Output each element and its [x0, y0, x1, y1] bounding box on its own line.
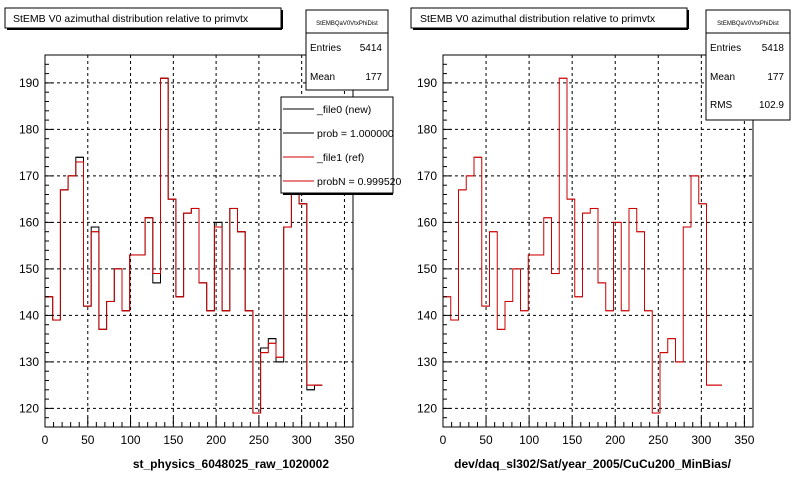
left-ytick-label-190: 190 [19, 76, 39, 90]
right-grid [442, 55, 753, 427]
left-stats-entries-label: Entries [310, 43, 341, 54]
left-xtick-label-100: 100 [121, 433, 141, 447]
right-ytick-label-180: 180 [417, 122, 437, 136]
left-ytick-label-160: 160 [19, 215, 39, 229]
left-stats-entries-value: 5414 [360, 43, 383, 54]
right-xtick-label-300: 300 [691, 433, 711, 447]
left-xtick-label-0: 0 [42, 433, 49, 447]
right-stats-mean-value: 177 [767, 72, 784, 83]
left-title: StEMB V0 azimuthal distribution relative… [13, 13, 249, 25]
right-xtick-label-100: 100 [519, 433, 539, 447]
left-xtick-label-200: 200 [206, 433, 226, 447]
right-xtick-label-200: 200 [605, 433, 625, 447]
left-stats-mean-label: Mean [310, 72, 335, 83]
right-ytick-label-130: 130 [417, 355, 437, 369]
right-stats-rms-label: RMS [710, 100, 733, 111]
left-xtick-label-50: 50 [81, 433, 95, 447]
left-xtick-label-250: 250 [249, 433, 269, 447]
legend-label-ref: _file1 (ref) [316, 152, 364, 164]
right-stats-box: StEMBQaV0VtxPhiDist Entries 5418 Mean 17… [705, 9, 791, 121]
left-ytick-label-140: 140 [19, 308, 39, 322]
left-axes: 120 130 140 150 160 170 180 190 0 50 100 150 200 250 3… [19, 54, 355, 447]
left-ytick-label-130: 130 [19, 355, 39, 369]
right-stats-rms-value: 102.9 [759, 100, 784, 111]
left-histograms [45, 77, 323, 414]
legend-label-new: _file0 (new) [316, 104, 371, 116]
right-ytick-label-190: 190 [417, 76, 437, 90]
legend-label-prob: prob = 1.000000 [317, 128, 394, 140]
right-histograms [443, 77, 722, 414]
right-ytick-label-160: 160 [417, 215, 437, 229]
right-axes: 120 130 140 150 160 170 180 190 0 50 100 150 200 250 3… [417, 54, 755, 447]
left-stats-name: StEMBQaV0VtxPhiDist [316, 21, 378, 27]
left-title-box: StEMB V0 azimuthal distribution relative… [4, 7, 283, 30]
left-stats-box: StEMBQaV0VtxPhiDist Entries 5414 Mean 17… [305, 9, 389, 91]
left-ytick-label-180: 180 [19, 122, 39, 136]
right-x-axis-label: dev/daq_sl302/Sat/year_2005/CuCu200_MinB… [454, 457, 731, 471]
left-ytick-label-120: 120 [19, 401, 39, 415]
right-ytick-label-120: 120 [417, 401, 437, 415]
left-xtick-label-350: 350 [334, 433, 354, 447]
right-stats-entries-value: 5418 [762, 43, 785, 54]
right-stats-entries-label: Entries [710, 43, 741, 54]
left-xtick-label-300: 300 [292, 433, 312, 447]
right-xtick-label-350: 350 [734, 433, 754, 447]
right-xtick-label-250: 250 [648, 433, 668, 447]
left-ytick-label-150: 150 [19, 262, 39, 276]
right-xtick-label-50: 50 [479, 433, 493, 447]
right-title: StEMB V0 azimuthal distribution relative… [420, 13, 656, 25]
left-legend: _file0 (new) prob = 1.000000 _file1 (ref… [280, 96, 402, 195]
left-ytick-label-170: 170 [19, 169, 39, 183]
right-title-box: StEMB V0 azimuthal distribution relative… [410, 7, 689, 30]
right-stats-name: StEMBQaV0VtxPhiDist [717, 21, 779, 27]
left-panel: StEMB V0 azimuthal distribution relative… [4, 7, 402, 471]
right-ytick-label-170: 170 [417, 169, 437, 183]
right-ytick-label-150: 150 [417, 262, 437, 276]
right-panel: StEMB V0 azimuthal distribution relative… [410, 7, 791, 471]
left-xtick-label-150: 150 [163, 433, 183, 447]
right-histogram-series-0 [443, 77, 722, 414]
right-stats-mean-label: Mean [710, 72, 735, 83]
right-xtick-label-150: 150 [562, 433, 582, 447]
legend-label-probn: probN = 0.999520 [317, 176, 402, 188]
left-x-axis-label: st_physics_6048025_raw_1020002 [133, 457, 329, 471]
left-stats-mean-value: 177 [365, 72, 382, 83]
right-xtick-label-0: 0 [440, 433, 447, 447]
right-ytick-label-140: 140 [417, 308, 437, 322]
